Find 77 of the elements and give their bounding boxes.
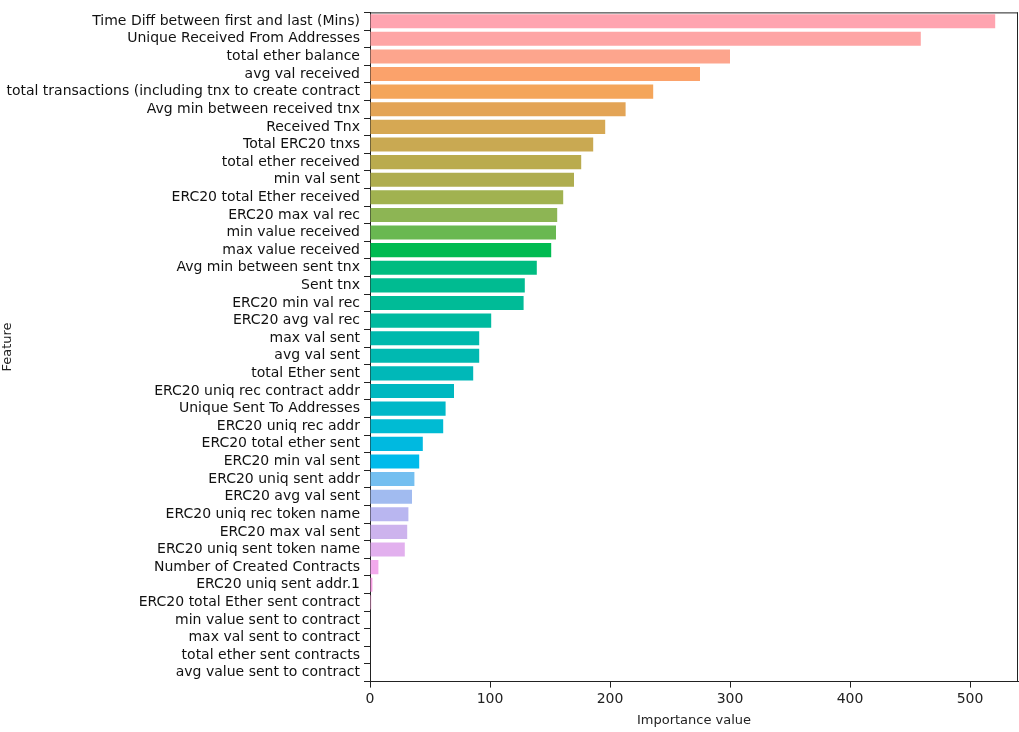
bar [370,31,921,46]
y-tick-label: ERC20 max val sent [219,522,361,539]
bar [370,313,492,328]
y-tick-label: Total ERC20 tnxs [241,135,360,152]
bar [370,84,654,99]
bar [370,366,474,381]
bar [370,102,626,117]
bar [370,260,537,275]
x-tick-label: 0 [365,689,375,706]
x-tick-label: 500 [956,689,984,706]
bar [370,119,606,134]
y-tick-label: ERC20 uniq sent addr [208,469,361,486]
y-tick-label: max val sent [269,328,361,345]
y-tick-label: ERC20 uniq rec contract addr [154,381,361,398]
y-tick-label: ERC20 uniq sent addr.1 [196,575,360,592]
y-tick-label: ERC20 total ether sent [201,434,361,451]
y-tick-label: ERC20 total Ether received [171,187,360,204]
y-tick-label: Unique Sent To Addresses [179,399,360,416]
y-tick-label: Number of Created Contracts [153,557,360,574]
y-tick-label: max val sent to contract [188,628,361,645]
bar [370,190,564,205]
bar [370,49,730,64]
y-tick-label: ERC20 uniq rec token name [165,504,360,521]
y-tick-label: ERC20 avg val sent [224,487,361,504]
x-tick-label: 400 [836,689,864,706]
bar [370,207,558,222]
bar [370,542,405,557]
bar [370,419,444,434]
bar [370,489,412,504]
bar [370,331,480,346]
y-tick-label: max value received [222,240,360,257]
y-tick-label: min value received [226,223,360,240]
bar [370,14,996,29]
bar [370,137,594,152]
y-tick-label: ERC20 uniq sent token name [157,540,360,557]
y-tick-label: total ether balance [226,47,360,64]
bar [370,507,409,522]
y-tick-label: ERC20 min val sent [223,452,361,469]
bar [370,401,446,416]
y-tick-label: Received Tnx [266,117,360,134]
bar [370,225,556,240]
y-tick-label: ERC20 min val rec [232,293,360,310]
y-tick-label: avg val sent [274,346,361,363]
bar [370,348,480,363]
x-tick-label: 300 [716,689,744,706]
y-tick-label: ERC20 max val rec [228,205,360,222]
x-tick-label: 200 [596,689,624,706]
y-tick-label: Avg min between sent tnx [176,258,360,275]
y-tick-label: ERC20 uniq rec addr [216,416,361,433]
bar [370,295,524,311]
x-axis-title: Importance value [636,711,752,727]
y-tick-label: total Ether sent [251,364,361,381]
y-tick-label: Avg min between received tnx [146,99,360,116]
y-tick-label: total transactions (including tnx to create contract [6,82,361,99]
y-tick-label: ERC20 avg val rec [232,311,360,328]
y-tick-label: total ether received [221,152,360,169]
bar [370,278,525,293]
bar [370,155,582,170]
y-tick-label: ERC20 total Ether sent contract [138,592,361,609]
y-axis-title: Feature [0,322,15,372]
bar [370,172,574,187]
y-tick-label: total ether sent contracts [181,645,360,662]
y-tick-label: Sent tnx [301,276,360,292]
bar [370,66,700,82]
x-tick-label: 100 [476,689,504,706]
y-tick-label: Unique Received From Addresses [127,29,360,46]
bar [370,383,454,399]
y-tick-label: Time Diff between first and last (Mins) [91,11,360,28]
y-tick-label: avg value sent to contract [175,663,361,680]
y-tick-label: min value sent to contract [175,610,361,627]
bar [370,436,423,451]
bar [370,524,408,539]
bar [370,243,552,258]
bar [370,454,420,469]
y-tick-label: min val sent [273,170,361,187]
y-tick-label: avg val received [244,64,360,81]
bar [370,472,415,487]
